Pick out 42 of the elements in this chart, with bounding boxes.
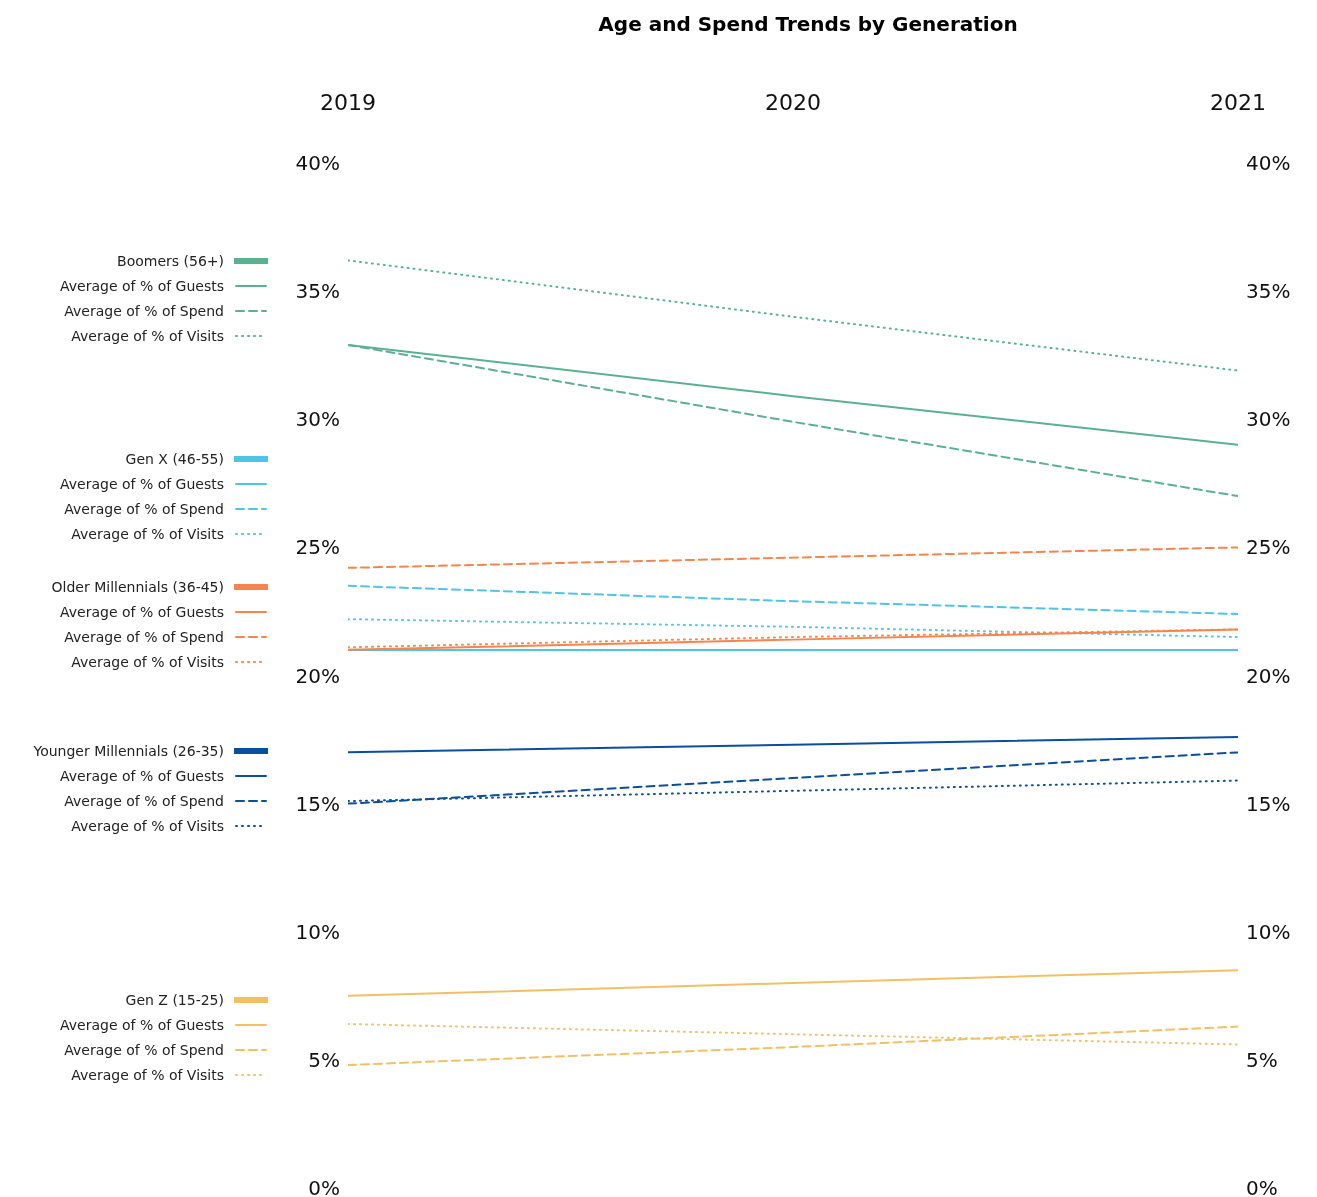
legend-label: Average of % of Guests <box>60 603 224 620</box>
y-tick-label: 20% <box>295 663 340 688</box>
legend-label: Older Millennials (36-45) <box>51 578 224 595</box>
legend-label: Average of % of Spend <box>64 1041 224 1058</box>
y-tick-label: 25% <box>295 535 340 560</box>
y2-tick-label: 0% <box>1246 1176 1278 1197</box>
y-tick-label: 5% <box>308 1047 340 1072</box>
y2-tick-label: 10% <box>1246 919 1291 944</box>
x-tick-label: 2019 <box>320 90 376 115</box>
chart-title: Age and Spend Trends by Generation <box>597 12 1019 36</box>
legend-label: Younger Millennials (26-35) <box>33 742 224 759</box>
y2-tick-label: 40% <box>1246 151 1291 176</box>
y2-tick-label: 5% <box>1246 1047 1278 1072</box>
legend-label: Boomers (56+) <box>117 252 224 269</box>
y-tick-label: 35% <box>295 279 340 304</box>
x-tick-label: 2020 <box>765 90 821 115</box>
x-tick-label: 2021 <box>1210 90 1266 115</box>
y-tick-label: 40% <box>295 151 340 176</box>
y2-tick-label: 30% <box>1246 407 1291 432</box>
legend-label: Average of % of Visits <box>71 653 224 670</box>
legend-label: Average of % of Visits <box>71 525 224 542</box>
y-tick-label: 0% <box>308 1176 340 1197</box>
legend-label: Average of % of Spend <box>64 500 224 517</box>
y2-tick-label: 20% <box>1246 663 1291 688</box>
legend-label: Average of % of Spend <box>64 792 224 809</box>
legend-label: Average of % of Guests <box>60 767 224 784</box>
legend-label: Gen X (46-55) <box>125 450 224 467</box>
y-tick-label: 10% <box>295 919 340 944</box>
legend-label: Average of % of Visits <box>71 1066 224 1083</box>
y2-tick-label: 25% <box>1246 535 1291 560</box>
legend-label: Average of % of Guests <box>60 475 224 492</box>
legend-label: Average of % of Visits <box>71 327 224 344</box>
y2-tick-label: 35% <box>1246 279 1291 304</box>
legend-label: Average of % of Guests <box>60 277 224 294</box>
y-tick-label: 15% <box>295 791 340 816</box>
legend-label: Gen Z (15-25) <box>125 991 224 1008</box>
y2-tick-label: 15% <box>1246 791 1291 816</box>
legend-label: Average of % of Guests <box>60 1016 224 1033</box>
legend-label: Average of % of Spend <box>64 302 224 319</box>
legend-label: Average of % of Spend <box>64 628 224 645</box>
legend-label: Average of % of Visits <box>71 817 224 834</box>
y-tick-label: 30% <box>295 407 340 432</box>
